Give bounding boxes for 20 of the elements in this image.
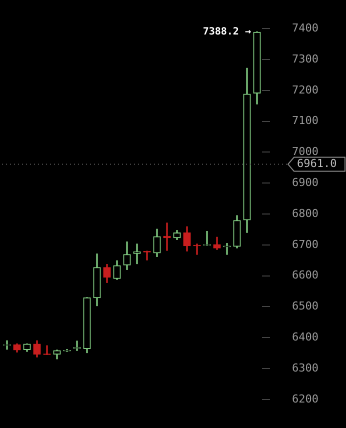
y-tick-label: 6500 <box>292 300 318 313</box>
candlestick <box>73 340 81 351</box>
candlestick <box>193 244 201 255</box>
y-tick-label: 6400 <box>292 330 318 344</box>
annotation: 7388.2 → <box>202 26 251 38</box>
y-tick-label: 6600 <box>292 268 318 282</box>
y-tick-label: 6200 <box>292 392 318 406</box>
ref-line-label: 6961.0 <box>297 157 337 170</box>
candlestick <box>223 243 231 255</box>
y-tick-label: 7300 <box>292 52 318 66</box>
candlestick <box>3 340 11 350</box>
y-tick-label: 6700 <box>292 238 318 251</box>
y-tick-label: 7400 <box>292 21 318 34</box>
y-tick-label: 6300 <box>292 361 318 374</box>
y-tick-label: 7200 <box>292 83 318 96</box>
y-tick-label: 7000 <box>292 145 318 158</box>
y-tick-label: 6900 <box>292 176 318 189</box>
candlestick <box>163 222 171 251</box>
y-tick-label: 7100 <box>292 114 318 128</box>
y-tick-label: 6800 <box>292 206 318 220</box>
